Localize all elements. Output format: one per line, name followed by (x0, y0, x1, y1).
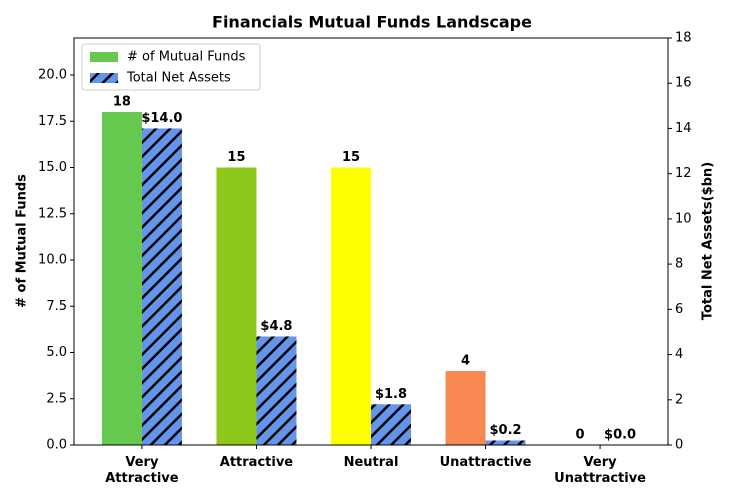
data-label: 0 (576, 428, 585, 443)
bar (216, 167, 257, 445)
bar (331, 167, 371, 445)
legend-label: # of Mutual Funds (127, 50, 246, 65)
legend-swatch (90, 73, 118, 83)
y2-tick-label: 18 (675, 31, 692, 46)
legend-swatch (90, 52, 118, 62)
x-tick-label-line: Attractive (105, 471, 179, 486)
data-label: 15 (342, 150, 360, 165)
bar (141, 128, 182, 445)
data-label: $0.0 (604, 428, 636, 443)
y-tick-label: 0.0 (46, 438, 67, 453)
x-tick-label-line: Neutral (344, 455, 399, 470)
y2-axis-label: Total Net Assets($bn) (701, 162, 716, 320)
y2-tick-label: 14 (675, 121, 692, 136)
bar (256, 336, 297, 445)
data-label: $4.8 (260, 319, 292, 334)
x-tick-label-line: Very (125, 455, 159, 470)
data-label: 15 (227, 150, 245, 165)
x-tick-label-line: Unattractive (554, 471, 646, 486)
y2-tick-label: 10 (675, 211, 692, 226)
bar (445, 371, 486, 445)
x-tick-label-line: Attractive (220, 455, 294, 470)
x-tick-label: Very Unattractive (554, 455, 646, 486)
y2-tick-label: 0 (675, 438, 683, 453)
plot-frame (73, 37, 669, 446)
legend-label: Total Net Assets (126, 71, 231, 86)
x-tick-label: Unattractive (440, 455, 532, 470)
y-tick-label: 12.5 (38, 206, 67, 221)
y-tick-label: 17.5 (38, 114, 67, 129)
data-label: $0.2 (490, 423, 522, 438)
chart-title: Financials Mutual Funds Landscape (212, 13, 532, 32)
y2-tick-label: 8 (675, 257, 683, 272)
y2-tick-label: 16 (675, 76, 692, 91)
y-tick-label: 10.0 (38, 253, 67, 268)
y2-tick-label: 2 (675, 392, 683, 407)
y-tick-label: 7.5 (46, 299, 67, 314)
y-tick-label: 15.0 (38, 160, 67, 175)
bar (101, 112, 142, 445)
data-label: 18 (113, 95, 131, 110)
y-tick-label: 20.0 (38, 68, 67, 83)
y2-tick-label: 4 (675, 347, 683, 362)
data-label: $1.8 (375, 387, 407, 402)
y2-tick-label: 12 (675, 166, 692, 181)
x-tick-label: Very Attractive (105, 455, 179, 486)
legend-box (81, 43, 261, 91)
x-tick-label: Neutral (344, 455, 399, 470)
y2-tick-label: 6 (675, 302, 683, 317)
data-label: 4 (461, 354, 470, 369)
x-tick-label: Attractive (220, 455, 294, 470)
bar (485, 440, 526, 445)
data-label: $14.0 (141, 111, 182, 126)
bar (371, 404, 411, 445)
x-tick-label-line: Unattractive (440, 455, 532, 470)
x-tick-label-line: Very (584, 455, 618, 470)
y-tick-label: 2.5 (46, 391, 67, 406)
y-axis-label: # of Mutual Funds (15, 174, 30, 308)
y-tick-label: 5.0 (46, 345, 67, 360)
